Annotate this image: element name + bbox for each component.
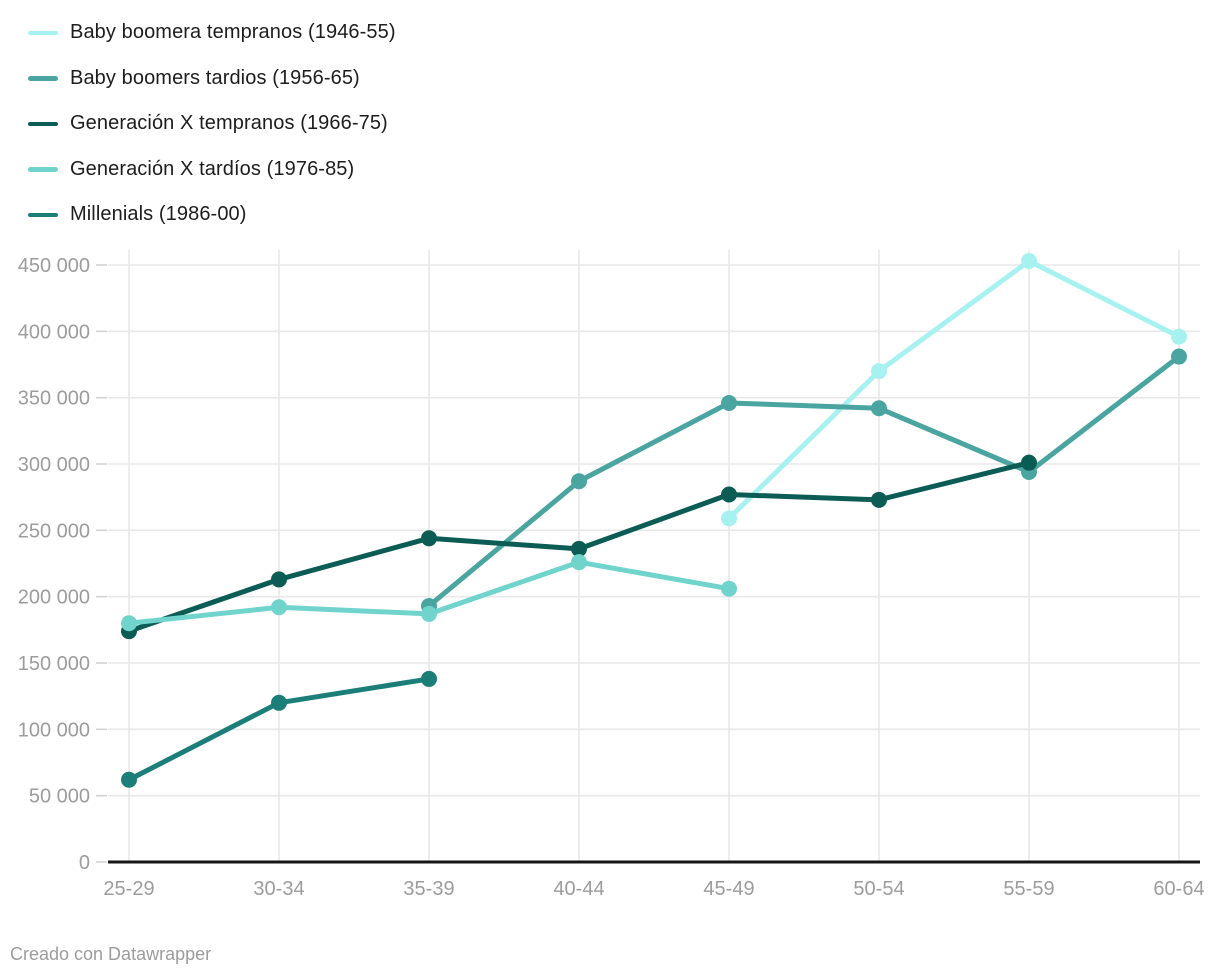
- y-axis-tick-label: 200 000: [18, 587, 90, 609]
- data-point: [1171, 328, 1187, 345]
- legend-label: Generación X tempranos (1966-75): [70, 112, 388, 135]
- data-point: [421, 530, 437, 547]
- x-axis-tick-label: 60-64: [1153, 878, 1204, 900]
- legend-label: Baby boomers tardios (1956-65): [70, 66, 360, 89]
- x-axis-tick-label: 25-29: [103, 878, 154, 900]
- x-axis-tick-label: 50-54: [853, 878, 904, 900]
- y-axis-tick-label: 300 000: [18, 454, 90, 476]
- data-point: [121, 771, 137, 788]
- legend-label: Millenials (1986-00): [70, 203, 247, 226]
- legend-swatch: [28, 76, 58, 81]
- data-point: [871, 363, 887, 380]
- legend-item: Generación X tempranos (1966-75): [28, 101, 396, 147]
- data-point: [721, 510, 737, 527]
- x-axis-tick-label: 45-49: [703, 878, 754, 900]
- data-point: [421, 670, 437, 687]
- legend-label: Baby boomera tempranos (1946-55): [70, 21, 396, 44]
- y-axis-tick-label: 0: [79, 852, 90, 874]
- data-point: [1021, 253, 1037, 270]
- data-point: [271, 599, 287, 616]
- y-axis-tick-label: 350 000: [18, 388, 90, 410]
- x-axis-tick-label: 55-59: [1003, 878, 1054, 900]
- legend-swatch: [28, 212, 58, 217]
- legend-swatch: [28, 167, 58, 172]
- x-axis-tick-label: 40-44: [553, 878, 604, 900]
- data-point: [571, 554, 587, 571]
- legend-swatch: [28, 30, 58, 35]
- series-line: [426, 354, 1182, 609]
- x-axis-tick-label: 35-39: [403, 878, 454, 900]
- data-point: [871, 491, 887, 508]
- y-axis-tick-label: 100 000: [18, 719, 90, 741]
- data-point: [721, 486, 737, 503]
- data-point: [721, 394, 737, 411]
- series-line: [726, 258, 1182, 521]
- y-axis-tick-label: 250 000: [18, 520, 90, 542]
- legend-item: Millenials (1986-00): [28, 192, 396, 238]
- legend-label: Generación X tardíos (1976-85): [70, 157, 355, 180]
- data-point: [721, 580, 737, 597]
- data-point: [271, 694, 287, 711]
- y-axis-tick-label: 400 000: [18, 321, 90, 343]
- attribution-text: Creado con Datawrapper: [10, 944, 212, 964]
- data-point: [121, 615, 137, 632]
- legend-item: Baby boomera tempranos (1946-55): [28, 10, 396, 56]
- data-point: [571, 473, 587, 490]
- data-point: [571, 540, 587, 557]
- legend-swatch: [28, 121, 58, 126]
- data-point: [421, 605, 437, 622]
- y-axis-tick-label: 450 000: [18, 255, 90, 277]
- data-point: [871, 400, 887, 417]
- data-point: [1171, 348, 1187, 365]
- data-point: [271, 571, 287, 588]
- legend-item: Baby boomers tardios (1956-65): [28, 56, 396, 102]
- chart-legend: Baby boomera tempranos (1946-55) Baby boo…: [28, 10, 396, 238]
- line-chart: 0 50 000 100 000 150 000 200 000 250 000 300 0…: [18, 250, 1205, 900]
- data-point: [1021, 454, 1037, 471]
- y-axis-tick-label: 150 000: [18, 653, 90, 675]
- x-axis-tick-label: 30-34: [253, 878, 304, 900]
- legend-item: Generación X tardíos (1976-85): [28, 147, 396, 193]
- y-axis-tick-label: 50 000: [29, 786, 90, 808]
